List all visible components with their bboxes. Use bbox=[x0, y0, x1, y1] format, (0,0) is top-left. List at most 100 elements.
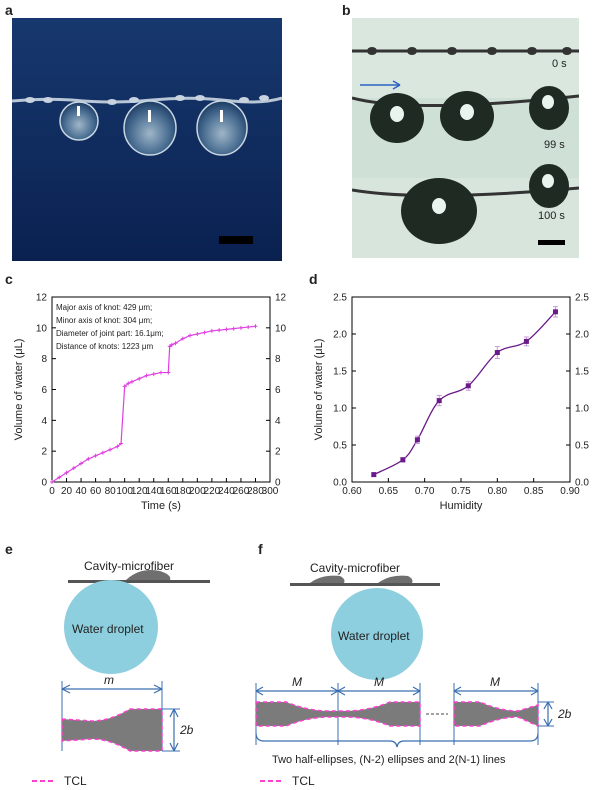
x-tick-label: 0.80 bbox=[488, 486, 508, 497]
y-tick-label-right: 1.0 bbox=[575, 404, 589, 415]
time-label-99: 99 s bbox=[544, 139, 565, 151]
fiber-label-e: Cavity-microfiber bbox=[84, 559, 174, 573]
data-point bbox=[122, 384, 127, 389]
y-axis-label: Volume of water (μL) bbox=[13, 339, 25, 441]
y-tick-label: 4 bbox=[41, 416, 47, 427]
x-tick-label: 120 bbox=[131, 486, 148, 497]
y-tick-label-right: 6 bbox=[275, 385, 281, 396]
data-point bbox=[64, 470, 69, 475]
chart-panel-c: 0 20 40 60 80 1001201401601802002202402602803… bbox=[13, 293, 287, 513]
data-point bbox=[93, 453, 98, 458]
y-tick-label: 0 bbox=[41, 478, 47, 489]
data-point bbox=[180, 336, 185, 341]
schematic-panel-f: Cavity-microfiber Water droplet M M M 2b… bbox=[255, 561, 572, 788]
data-point bbox=[552, 309, 558, 315]
x-tick-label: 60 bbox=[90, 486, 102, 497]
data-point bbox=[166, 370, 171, 375]
data-point bbox=[86, 456, 91, 461]
data-point bbox=[238, 325, 243, 330]
data-point bbox=[129, 379, 134, 384]
data-point bbox=[217, 328, 222, 333]
data-point bbox=[100, 450, 105, 455]
x-tick-label: 100 bbox=[116, 486, 133, 497]
x-tick-label: 160 bbox=[160, 486, 177, 497]
M-dimension-label-1: M bbox=[292, 675, 302, 689]
x-tick-label: 180 bbox=[174, 486, 191, 497]
y-tick-label-right: 2 bbox=[275, 447, 281, 458]
x-tick-label: 0.75 bbox=[451, 486, 471, 497]
photo-panel-b: 0 s 99 s 100 s bbox=[352, 18, 579, 258]
data-point bbox=[188, 333, 193, 338]
data-point bbox=[144, 373, 149, 378]
data-point bbox=[57, 475, 62, 480]
scale-bar-b bbox=[538, 240, 565, 245]
schematic-panel-e: Cavity-microfiber Water droplet m 2b TCL bbox=[32, 559, 210, 788]
fit-curve bbox=[373, 311, 556, 476]
data-point bbox=[465, 383, 471, 389]
x-tick-label: 0.90 bbox=[560, 486, 580, 497]
data-point bbox=[494, 350, 500, 355]
x-tick-label: 0.85 bbox=[524, 486, 544, 497]
x-tick-label: 300 bbox=[262, 486, 279, 497]
y-tick-label-right: 10 bbox=[275, 323, 287, 334]
x-axis-label: Humidity bbox=[440, 500, 483, 512]
data-point bbox=[224, 327, 229, 332]
data-point bbox=[231, 326, 236, 331]
data-point bbox=[159, 370, 163, 375]
y-tick-label: 2.5 bbox=[333, 293, 347, 304]
x-tick-label: 220 bbox=[204, 486, 221, 497]
droplet-label-e: Water droplet bbox=[72, 622, 144, 636]
y-tick-label: 2 bbox=[41, 447, 47, 458]
knot-shape-f-right bbox=[453, 701, 539, 728]
data-point bbox=[115, 444, 120, 449]
x-tick-label: 40 bbox=[76, 486, 88, 497]
time-label-0: 0 s bbox=[552, 58, 567, 70]
y-axis-label: Volume of water (μL) bbox=[313, 339, 325, 441]
data-point bbox=[50, 480, 54, 484]
y-tick-label-right: 1.5 bbox=[575, 367, 589, 378]
data-point bbox=[151, 372, 156, 377]
knot-shape-f-left bbox=[255, 701, 421, 727]
fiber-label-f: Cavity-microfiber bbox=[310, 561, 400, 575]
x-tick-label: 0.60 bbox=[342, 486, 362, 497]
data-point bbox=[253, 324, 258, 329]
data-point bbox=[371, 472, 377, 478]
data-point bbox=[414, 437, 420, 443]
y-tick-label: 10 bbox=[36, 323, 48, 334]
data-point bbox=[108, 447, 113, 452]
knot-shape-e bbox=[61, 708, 163, 752]
x-tick-label: 140 bbox=[145, 486, 162, 497]
panel-label-a: a bbox=[5, 2, 13, 18]
data-point bbox=[523, 338, 529, 344]
data-point bbox=[400, 457, 406, 463]
x-tick-label: 0.70 bbox=[415, 486, 435, 497]
x-tick-label: 20 bbox=[61, 486, 73, 497]
data-point bbox=[71, 466, 76, 471]
x-tick-label: 240 bbox=[218, 486, 235, 497]
y-tick-label: 8 bbox=[41, 354, 47, 365]
data-point bbox=[119, 441, 124, 446]
data-point bbox=[202, 330, 207, 335]
data-point bbox=[209, 328, 214, 333]
photo-panel-a bbox=[12, 18, 282, 261]
tcl-legend-label-e: TCL bbox=[64, 774, 87, 788]
x-tick-label: 0 bbox=[49, 486, 55, 497]
chart-panel-d: 0.60 0.65 0.70 0.75 0.80 0.85 0.900.00.51.01.5… bbox=[313, 293, 589, 513]
y-tick-label: 6 bbox=[41, 385, 47, 396]
scale-bar-a bbox=[219, 236, 253, 244]
M-dimension-label-3: M bbox=[490, 675, 500, 689]
panel-label-f: f bbox=[258, 541, 263, 557]
M-dimension-label-2: M bbox=[374, 675, 384, 689]
y-tick-label: 0.0 bbox=[333, 478, 347, 489]
panel-label-e: e bbox=[5, 541, 13, 557]
data-point bbox=[169, 342, 174, 347]
y-tick-label: 0.5 bbox=[333, 441, 347, 452]
data-point bbox=[246, 325, 251, 330]
y-tick-label-right: 8 bbox=[275, 354, 281, 365]
2b-dimension-label-f: 2b bbox=[557, 707, 572, 721]
m-dimension-label: m bbox=[104, 673, 114, 687]
annotation-text: Diameter of joint part: 16.1μm; bbox=[56, 329, 164, 338]
y-tick-label: 1.5 bbox=[333, 367, 347, 378]
panel-label-b: b bbox=[342, 2, 351, 18]
y-tick-label-right: 0.5 bbox=[575, 441, 589, 452]
